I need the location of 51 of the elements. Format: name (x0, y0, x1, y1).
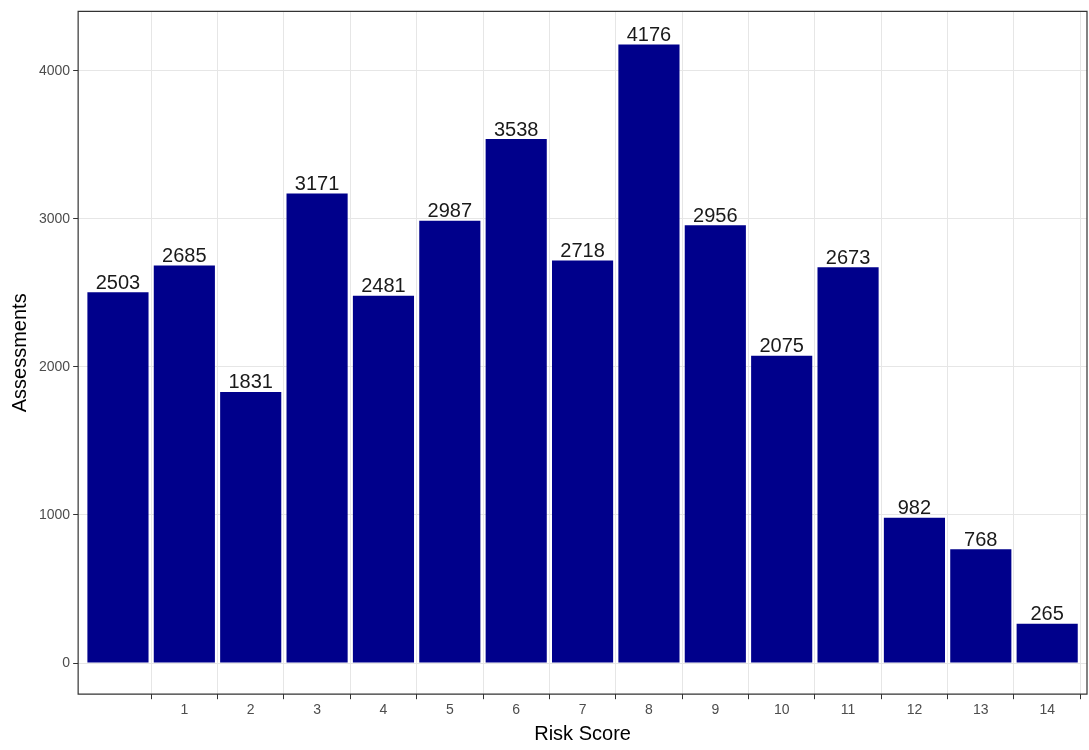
data-label: 2987 (427, 199, 473, 222)
bar (153, 265, 215, 663)
x-tick-label: 13 (973, 701, 989, 718)
x-tick-label: 9 (711, 701, 720, 718)
x-tick-label: 2 (246, 701, 255, 718)
bar (1016, 623, 1078, 663)
y-tick-label: 2000 (38, 357, 71, 374)
y-tick-label: 3000 (38, 209, 71, 226)
bar (883, 517, 945, 663)
bar (950, 549, 1012, 663)
bar (87, 292, 149, 663)
data-label: 2481 (361, 274, 406, 297)
data-label: 2685 (162, 243, 207, 266)
x-axis-title: Risk Score (534, 721, 631, 744)
bar (286, 193, 348, 663)
x-tick-label: 1 (180, 701, 189, 718)
bar (419, 220, 481, 663)
y-tick-label: 1000 (38, 505, 71, 522)
x-tick-label: 5 (445, 701, 454, 718)
data-label: 1831 (228, 370, 273, 393)
data-label: 768 (964, 527, 998, 550)
bar (352, 295, 415, 663)
bar (220, 391, 282, 663)
x-tick-label: 12 (906, 701, 923, 718)
x-tick-label: 14 (1039, 701, 1056, 718)
y-axis-title: Assessments (7, 293, 30, 413)
data-label: 2075 (759, 334, 804, 357)
x-tick-label: 10 (773, 701, 790, 718)
data-label: 2956 (693, 203, 738, 226)
data-label: 3538 (493, 117, 539, 140)
data-label: 4176 (626, 23, 672, 46)
y-tick-label: 4000 (38, 61, 71, 78)
bar (618, 44, 680, 663)
bar (751, 355, 813, 663)
data-label: 2503 (95, 270, 141, 293)
bar (817, 267, 879, 663)
data-label: 2718 (560, 239, 605, 262)
bar (552, 260, 614, 663)
x-tick-label: 8 (645, 701, 654, 718)
data-label: 265 (1030, 602, 1064, 625)
x-tick-label: 4 (379, 701, 388, 718)
data-label: 982 (897, 496, 932, 519)
x-tick-label: 6 (512, 701, 521, 718)
data-label: 3171 (294, 171, 340, 194)
x-tick-label: 11 (840, 701, 856, 718)
bar (684, 225, 746, 663)
y-tick-label: 0 (62, 653, 71, 670)
bar (485, 139, 547, 663)
data-label: 2673 (825, 245, 871, 268)
x-tick-label: 3 (313, 701, 322, 718)
x-tick-label: 7 (578, 701, 587, 718)
